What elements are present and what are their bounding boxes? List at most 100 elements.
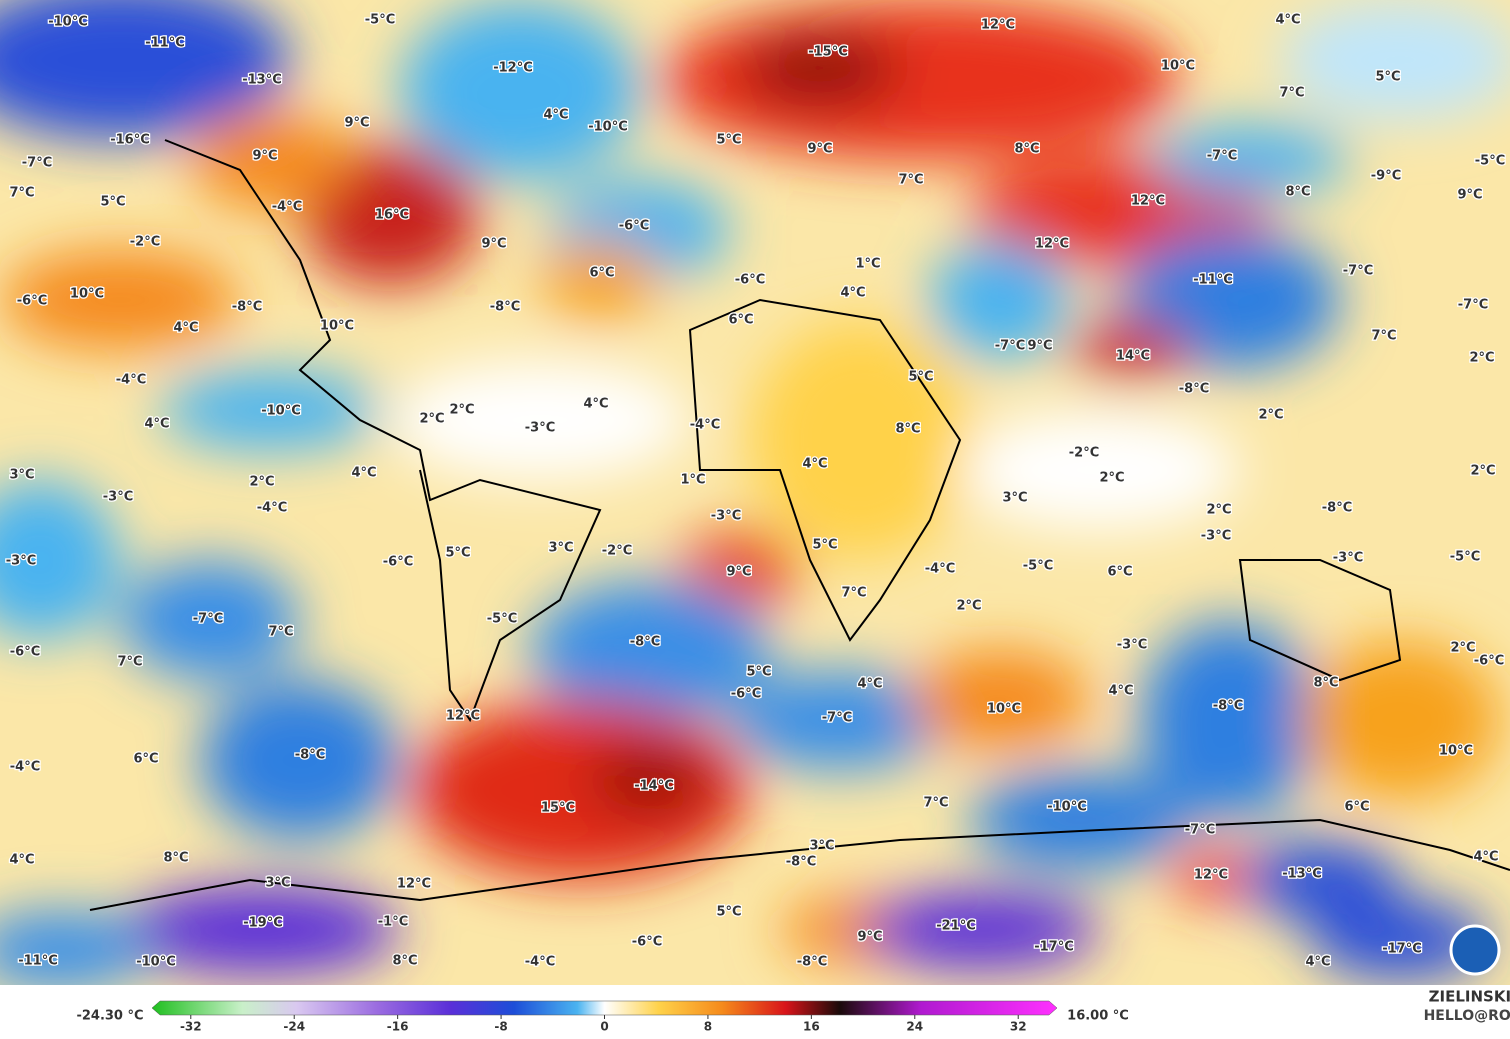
temperature-label: 5°C — [812, 538, 837, 553]
temperature-label: 6°C — [1344, 800, 1369, 815]
temperature-label: 10°C — [987, 702, 1021, 717]
temperature-label: 8°C — [1014, 142, 1039, 157]
temperature-label: -14°C — [634, 779, 674, 794]
temperature-label: 4°C — [144, 417, 169, 432]
temperature-label: -21°C — [936, 919, 976, 934]
temperature-label: 7°C — [9, 186, 34, 201]
temperature-label: -3°C — [1201, 529, 1231, 544]
credit-name: ZIELINSKI ROBERT — [1429, 988, 1510, 1006]
temperature-label: 2°C — [449, 403, 474, 418]
temperature-label: 8°C — [392, 954, 417, 969]
temperature-label: 1°C — [855, 257, 880, 272]
temperature-label: -8°C — [232, 300, 262, 315]
temperature-label: 6°C — [1107, 565, 1132, 580]
temperature-label: -5°C — [1450, 550, 1480, 565]
temperature-label: 4°C — [9, 853, 34, 868]
temperature-label: -11°C — [145, 36, 185, 51]
temperature-label: -10°C — [136, 955, 176, 970]
temperature-label: 5°C — [716, 133, 741, 148]
temperature-label: -8°C — [797, 955, 827, 970]
temperature-label: -13°C — [242, 73, 282, 88]
temperature-label: 12°C — [1194, 868, 1228, 883]
temperature-label: -4°C — [272, 200, 302, 215]
temperature-label: 4°C — [1108, 684, 1133, 699]
temperature-label: 9°C — [857, 930, 882, 945]
temperature-label: -8°C — [630, 635, 660, 650]
africa-outline — [688, 298, 962, 642]
temperature-label: -19°C — [243, 916, 283, 931]
temperature-label: -3°C — [1117, 638, 1147, 653]
temperature-label: 6°C — [133, 752, 158, 767]
temperature-label: 9°C — [344, 116, 369, 131]
temperature-label: -10°C — [48, 15, 88, 30]
temperature-label: 3°C — [1002, 491, 1027, 506]
temperature-label: -1°C — [378, 915, 408, 930]
temperature-label: -7°C — [1185, 823, 1215, 838]
temperature-label: -6°C — [619, 219, 649, 234]
temperature-label: -8°C — [295, 748, 325, 763]
temperature-label: -7°C — [995, 339, 1025, 354]
temperature-label: -3°C — [103, 490, 133, 505]
temperature-label: 3°C — [548, 541, 573, 556]
coastlines — [89, 139, 1510, 911]
temperature-label: 12°C — [981, 18, 1015, 33]
temperature-label: -10°C — [1047, 800, 1087, 815]
temperature-label: -7°C — [193, 612, 223, 627]
temperature-label: 4°C — [351, 466, 376, 481]
temperature-label: 12°C — [446, 709, 480, 724]
temperature-label: 6°C — [589, 266, 614, 281]
temperature-label: -4°C — [525, 955, 555, 970]
temperature-label: -6°C — [17, 294, 47, 309]
temperature-label: 8°C — [1285, 185, 1310, 200]
temperature-label: 7°C — [841, 586, 866, 601]
temperature-label: 14°C — [1116, 349, 1150, 364]
colorbar-gradient — [151, 1000, 1058, 1016]
temperature-label: 9°C — [1027, 339, 1052, 354]
temperature-label: 4°C — [1275, 13, 1300, 28]
temperature-label: 9°C — [481, 237, 506, 252]
temperature-label: 1°C — [680, 473, 705, 488]
temperature-label: -3°C — [6, 554, 36, 569]
temperature-label: -4°C — [690, 418, 720, 433]
colorbar: -24.30 °C 16.00 °C ZIELINSKI ROBERT HELL… — [75, 986, 1510, 1035]
noaa-logo — [1449, 924, 1501, 976]
temperature-label: -17°C — [1382, 942, 1422, 957]
temperature-label: -10°C — [588, 120, 628, 135]
temperature-label: -15°C — [808, 45, 848, 60]
temperature-label: 7°C — [268, 625, 293, 640]
temperature-label: 4°C — [583, 397, 608, 412]
temperature-label: 2°C — [249, 475, 274, 490]
temperature-label: -2°C — [130, 235, 160, 250]
temperature-label: 7°C — [117, 655, 142, 670]
temperature-label: 3°C — [9, 468, 34, 483]
temperature-label: 8°C — [163, 851, 188, 866]
temperature-label: -17°C — [1034, 940, 1074, 955]
temperature-label: -16°C — [110, 133, 150, 148]
temperature-label: -7°C — [1458, 298, 1488, 313]
temperature-label: 7°C — [898, 173, 923, 188]
colorbar-tick-label: 8 — [704, 1020, 712, 1034]
temperature-label: -12°C — [493, 61, 533, 76]
temperature-label: 2°C — [1470, 464, 1495, 479]
temperature-label: -8°C — [1179, 382, 1209, 397]
temperature-label: 5°C — [1375, 70, 1400, 85]
temperature-label: -6°C — [632, 935, 662, 950]
colorbar-tick-label: -32 — [180, 1020, 202, 1034]
temperature-label: -13°C — [1282, 867, 1322, 882]
temperature-label: 2°C — [1450, 641, 1475, 656]
colorbar-tick-label: -16 — [387, 1020, 409, 1034]
temperature-label: 5°C — [445, 546, 470, 561]
temperature-label: 5°C — [100, 195, 125, 210]
temperature-label: 2°C — [1206, 503, 1231, 518]
temperature-label: -8°C — [490, 300, 520, 315]
temperature-label: 9°C — [807, 142, 832, 157]
temperature-label: -3°C — [1333, 551, 1363, 566]
temperature-label: 5°C — [716, 905, 741, 920]
temperature-label: -8°C — [1213, 699, 1243, 714]
temperature-label: 9°C — [252, 149, 277, 164]
colorbar-tick-label: 32 — [1010, 1020, 1027, 1034]
temperature-label: 9°C — [1457, 188, 1482, 203]
australia-outline — [1238, 559, 1402, 682]
temperature-label: -10°C — [261, 404, 301, 419]
